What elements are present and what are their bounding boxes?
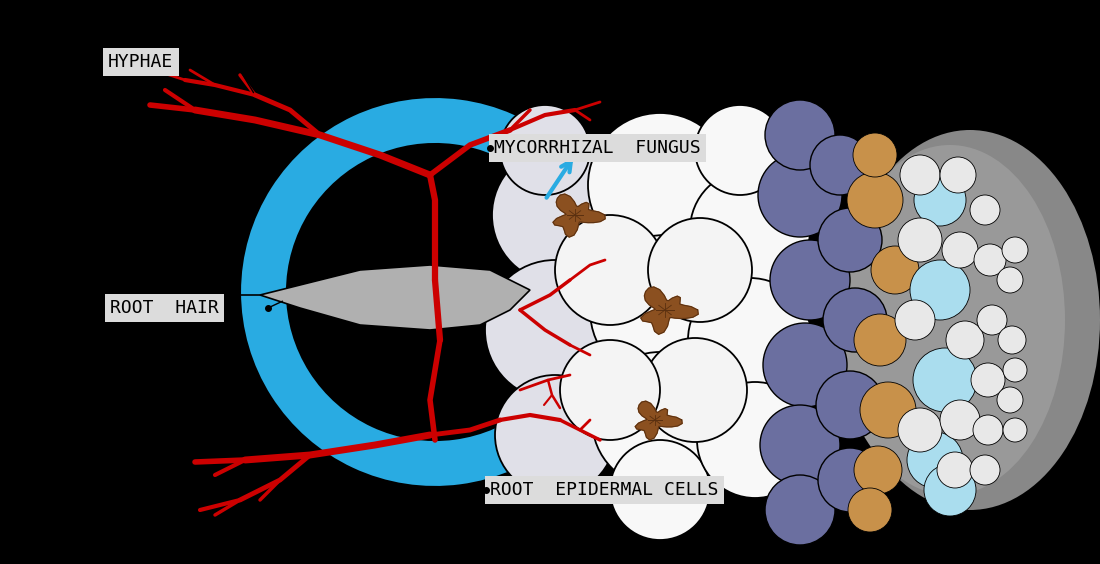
- Circle shape: [854, 446, 902, 494]
- Polygon shape: [641, 287, 698, 334]
- Circle shape: [648, 218, 752, 322]
- Circle shape: [860, 382, 916, 438]
- Circle shape: [1003, 418, 1027, 442]
- Circle shape: [970, 455, 1000, 485]
- Circle shape: [592, 352, 728, 488]
- Circle shape: [763, 323, 847, 407]
- Circle shape: [688, 278, 812, 402]
- Circle shape: [974, 415, 1003, 445]
- Circle shape: [898, 218, 942, 262]
- Circle shape: [644, 338, 747, 442]
- Circle shape: [910, 260, 970, 320]
- Circle shape: [940, 157, 976, 193]
- Circle shape: [1002, 237, 1028, 263]
- Circle shape: [848, 488, 892, 532]
- Circle shape: [560, 340, 660, 440]
- Circle shape: [695, 105, 785, 195]
- Circle shape: [697, 382, 813, 498]
- Circle shape: [495, 375, 615, 495]
- Wedge shape: [240, 97, 560, 487]
- Circle shape: [556, 215, 666, 325]
- Circle shape: [998, 326, 1026, 354]
- Circle shape: [997, 267, 1023, 293]
- Circle shape: [937, 452, 974, 488]
- Polygon shape: [260, 265, 530, 330]
- Polygon shape: [635, 401, 682, 440]
- Text: ROOT  EPIDERMAL CELLS: ROOT EPIDERMAL CELLS: [490, 481, 718, 499]
- Circle shape: [940, 400, 980, 440]
- Circle shape: [895, 300, 935, 340]
- Circle shape: [758, 153, 842, 237]
- Circle shape: [854, 314, 906, 366]
- Circle shape: [942, 232, 978, 268]
- Ellipse shape: [840, 130, 1100, 510]
- Circle shape: [908, 432, 962, 488]
- Circle shape: [1003, 358, 1027, 382]
- Circle shape: [760, 405, 840, 485]
- Circle shape: [913, 348, 977, 412]
- Circle shape: [500, 105, 590, 195]
- Circle shape: [900, 155, 940, 195]
- Text: HYPHAE: HYPHAE: [108, 53, 174, 71]
- Circle shape: [610, 440, 710, 540]
- Circle shape: [816, 371, 884, 439]
- Ellipse shape: [835, 145, 1065, 495]
- Circle shape: [818, 448, 882, 512]
- Circle shape: [971, 363, 1005, 397]
- Circle shape: [852, 133, 896, 177]
- Circle shape: [924, 464, 976, 516]
- Circle shape: [588, 113, 732, 257]
- Circle shape: [847, 172, 903, 228]
- Circle shape: [492, 147, 628, 283]
- Circle shape: [690, 170, 810, 290]
- Circle shape: [974, 244, 1006, 276]
- Polygon shape: [553, 194, 605, 237]
- Circle shape: [970, 195, 1000, 225]
- Circle shape: [914, 174, 966, 226]
- Circle shape: [810, 135, 870, 195]
- Circle shape: [871, 246, 918, 294]
- Circle shape: [764, 475, 835, 545]
- Circle shape: [823, 288, 887, 352]
- Circle shape: [764, 100, 835, 170]
- Circle shape: [590, 235, 740, 385]
- Circle shape: [818, 208, 882, 272]
- Text: MYCORRHIZAL  FUNGUS: MYCORRHIZAL FUNGUS: [494, 139, 701, 157]
- Circle shape: [770, 240, 850, 320]
- Circle shape: [997, 387, 1023, 413]
- Circle shape: [485, 260, 625, 400]
- Text: ROOT  HAIR: ROOT HAIR: [110, 299, 219, 317]
- Circle shape: [898, 408, 942, 452]
- Circle shape: [977, 305, 1007, 335]
- Circle shape: [946, 321, 984, 359]
